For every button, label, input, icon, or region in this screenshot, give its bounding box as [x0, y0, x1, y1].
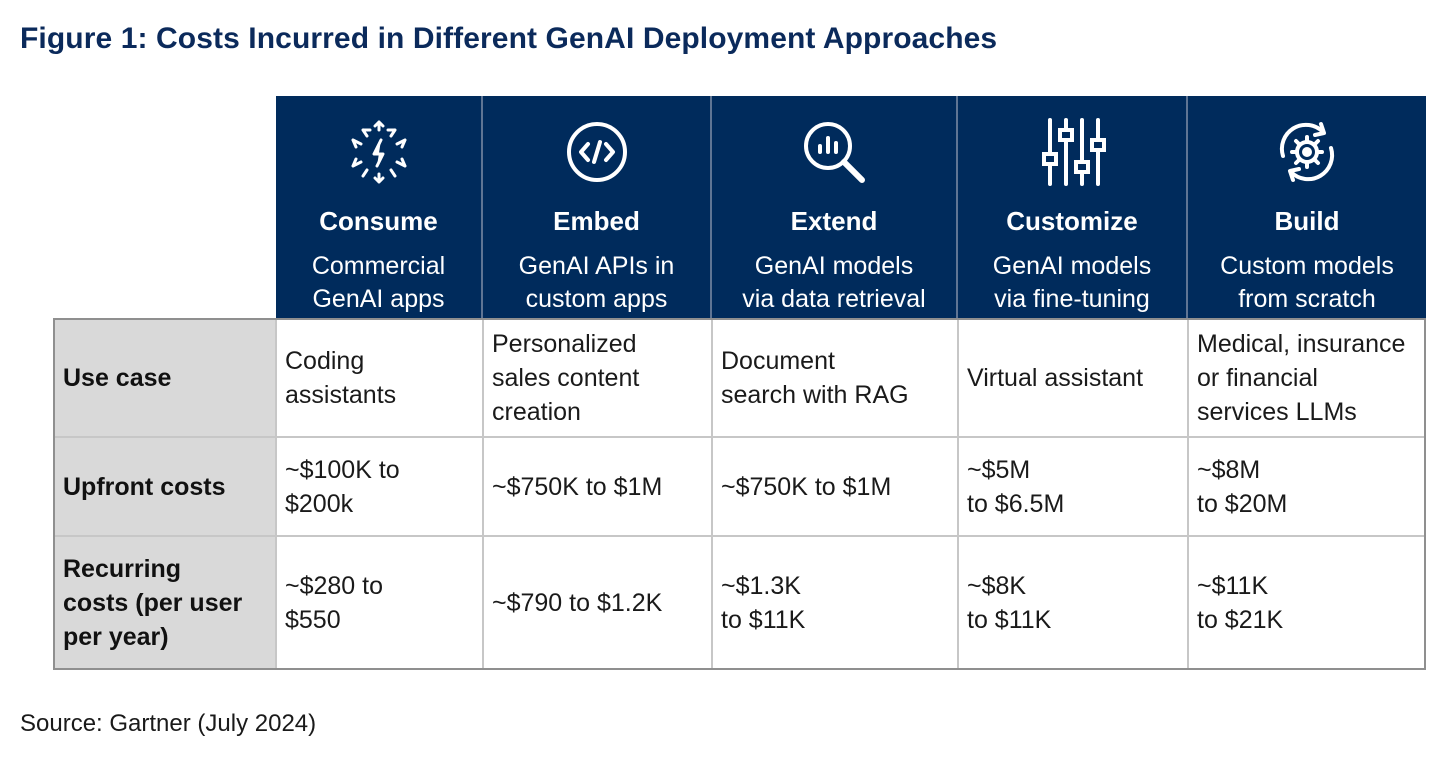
- cell-text: Personalized sales content creation: [492, 329, 640, 426]
- column-description: Commercial GenAI apps: [311, 252, 446, 313]
- table-cell: ~$1.3K to $11K: [712, 536, 958, 670]
- column-header-consume: Consume Commercial GenAI apps: [276, 96, 483, 318]
- table-cell: Virtual assistant: [958, 318, 1188, 437]
- table-cell: ~$750K to $1M: [483, 437, 712, 536]
- table-cell: ~$5M to $6.5M: [958, 437, 1188, 536]
- row-label-text: Upfront costs: [63, 472, 226, 501]
- column-divider: [482, 318, 484, 670]
- sliders-icon: [1036, 116, 1108, 188]
- table-cell: Coding assistants: [276, 318, 483, 437]
- cell-text: ~$5M to $6.5M: [967, 455, 1065, 518]
- row-label-text: Recurring costs (per user per year): [63, 555, 243, 651]
- figure-title: Figure 1: Costs Incurred in Different Ge…: [20, 22, 998, 55]
- column-description: Custom models from scratch: [1220, 252, 1394, 313]
- table-cell: ~$8K to $11K: [958, 536, 1188, 670]
- row-divider: [53, 436, 1426, 438]
- table-cell: ~$280 to $550: [276, 536, 483, 670]
- row-label-use-case: Use case: [53, 318, 276, 437]
- cell-text: ~$8K to $11K: [967, 572, 1052, 634]
- gear-cycle-icon: [1271, 116, 1343, 188]
- table-cell: ~$750K to $1M: [712, 437, 958, 536]
- column-description: GenAI models via data retrieval: [742, 252, 926, 313]
- table-cell: ~$11K to $21K: [1188, 536, 1426, 670]
- column-divider: [275, 318, 277, 670]
- row-label-text: Use case: [63, 363, 172, 392]
- cell-text: Virtual assistant: [967, 363, 1144, 392]
- cell-text: Coding assistants: [285, 346, 397, 409]
- row-divider: [53, 535, 1426, 537]
- column-name: Build: [1274, 206, 1340, 236]
- column-header-embed: Embed GenAI APIs in custom apps: [483, 96, 712, 318]
- column-name: Consume: [319, 206, 438, 236]
- column-divider: [957, 318, 959, 670]
- cell-text: Document search with RAG: [721, 346, 909, 409]
- table-cell: Document search with RAG: [712, 318, 958, 437]
- cell-text: ~$11K to $21K: [1197, 572, 1284, 634]
- row-label-recurring: Recurring costs (per user per year): [53, 536, 276, 670]
- column-header-build: Build Custom models from scratch: [1188, 96, 1426, 318]
- column-description: GenAI models via fine-tuning: [992, 252, 1152, 313]
- column-name: Extend: [790, 206, 878, 236]
- column-name: Customize: [1006, 206, 1138, 236]
- row-label-upfront-costs: Upfront costs: [53, 437, 276, 536]
- cell-text: Medical, insurance or financial services…: [1197, 329, 1406, 426]
- table-cell: Medical, insurance or financial services…: [1188, 318, 1426, 437]
- cell-text: ~$1.3K to $11K: [721, 572, 806, 634]
- column-name: Embed: [553, 206, 640, 236]
- cell-text: ~$750K to $1M: [721, 472, 892, 501]
- table-cell: ~$790 to $1.2K: [483, 536, 712, 670]
- cell-text: ~$750K to $1M: [492, 472, 663, 501]
- cell-text: ~$100K to $200k: [285, 455, 400, 518]
- column-divider: [1187, 318, 1189, 670]
- cell-text: ~$790 to $1.2K: [492, 589, 663, 617]
- code-brackets-icon: [561, 116, 633, 188]
- lightning-network-icon: [343, 116, 415, 188]
- table-cell: ~$100K to $200k: [276, 437, 483, 536]
- table-cell: Personalized sales content creation: [483, 318, 712, 437]
- column-divider: [711, 318, 713, 670]
- cell-text: ~$280 to $550: [285, 572, 384, 634]
- column-description: GenAI APIs in custom apps: [518, 252, 675, 313]
- magnifier-chart-icon: [798, 116, 870, 188]
- cell-text: ~$8M to $20M: [1197, 455, 1288, 518]
- column-header-extend: Extend GenAI models via data retrieval: [712, 96, 958, 318]
- table-cell: ~$8M to $20M: [1188, 437, 1426, 536]
- source-note: Source: Gartner (July 2024): [20, 710, 317, 737]
- column-header-customize: Customize GenAI models via fine-tuning: [958, 96, 1188, 318]
